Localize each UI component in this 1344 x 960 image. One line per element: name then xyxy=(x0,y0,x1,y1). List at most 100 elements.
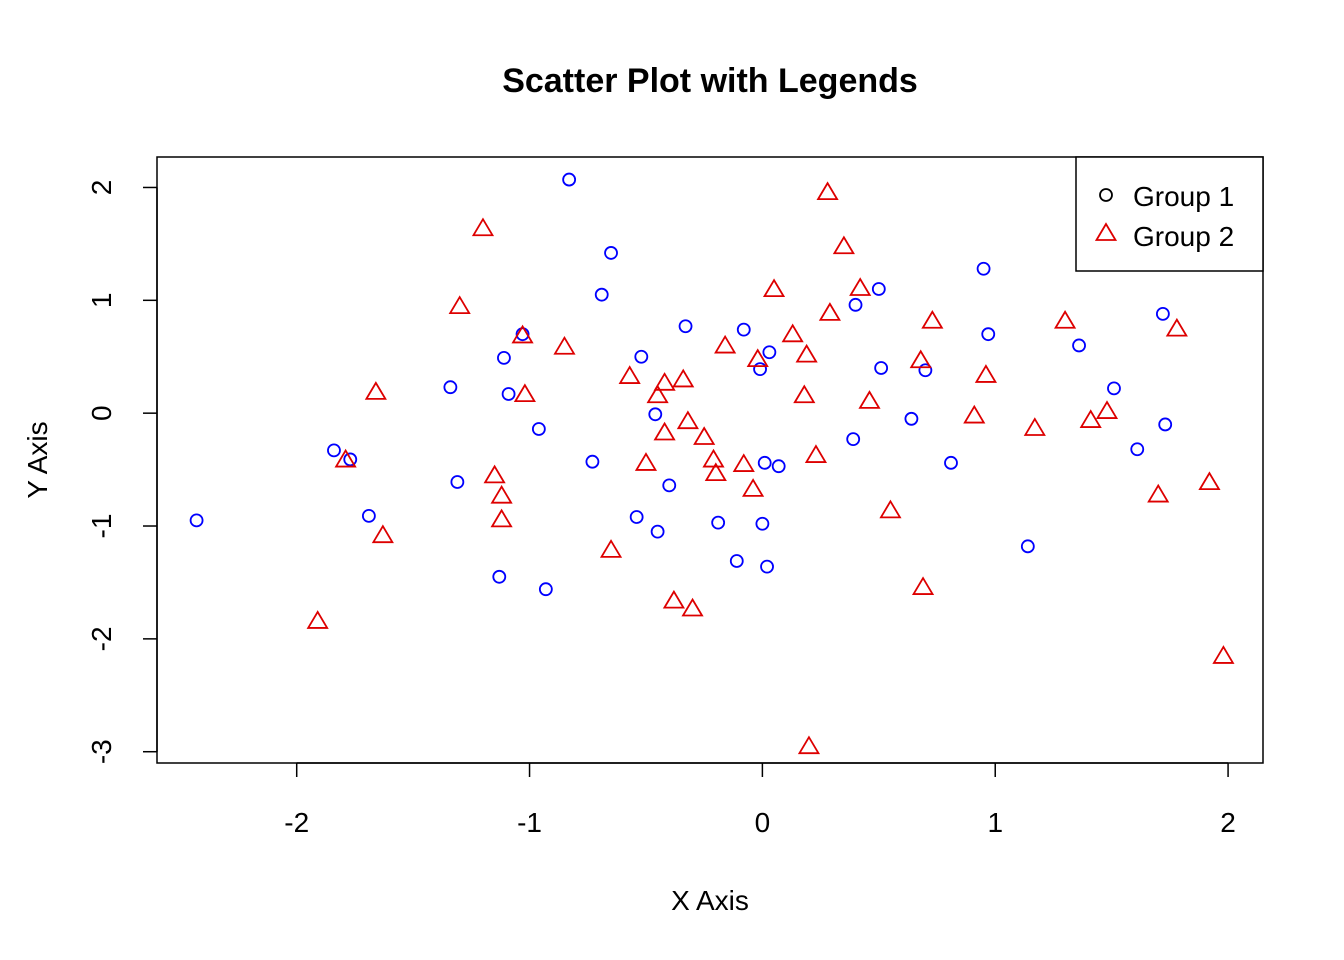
data-point-group-1 xyxy=(729,554,744,568)
data-point-group-2 xyxy=(858,390,881,409)
data-point-group-2 xyxy=(974,364,997,383)
data-point-group-1 xyxy=(189,513,204,528)
data-point-group-1 xyxy=(771,459,786,474)
data-point-group-2 xyxy=(732,453,755,472)
data-point-group-1 xyxy=(981,327,996,342)
data-point-group-2 xyxy=(714,334,737,354)
data-point-group-1 xyxy=(918,363,933,378)
data-point-group-1 xyxy=(1155,306,1170,321)
data-point-group-2 xyxy=(1095,400,1119,419)
data-point-group-2 xyxy=(797,735,821,755)
data-point-group-2 xyxy=(448,295,471,314)
data-point-group-2 xyxy=(693,426,716,445)
data-point-group-2 xyxy=(511,324,534,344)
data-point-group-1 xyxy=(343,452,358,467)
x-tick-label: 1 xyxy=(987,807,1003,838)
chart-title: Scatter Plot with Legends xyxy=(502,62,918,100)
data-point-group-2 xyxy=(909,349,932,369)
y-axis: -3 -2 -1 0 1 2 xyxy=(86,180,158,764)
data-point-group-2 xyxy=(513,383,536,403)
data-point-group-2 xyxy=(741,478,765,497)
y-tick-label: 0 xyxy=(86,405,117,421)
data-point-group-2 xyxy=(662,589,685,609)
data-point-group-2 xyxy=(879,499,902,519)
data-point-group-1 xyxy=(497,350,511,365)
data-point-group-1 xyxy=(1072,338,1086,353)
data-point-group-2 xyxy=(599,539,623,558)
data-point-group-2 xyxy=(483,464,506,484)
data-point-group-2 xyxy=(762,278,786,298)
data-point-group-2 xyxy=(618,365,641,384)
data-point-group-1 xyxy=(1130,442,1145,457)
data-point-group-2 xyxy=(702,448,725,468)
data-point-group-1 xyxy=(753,362,767,377)
legend-marker-group-2 xyxy=(1094,222,1118,241)
x-tick-label: 0 xyxy=(755,807,771,838)
data-point-group-1 xyxy=(492,569,507,584)
data-point-group-2 xyxy=(795,343,818,363)
y-axis-label: Y Axis xyxy=(22,421,53,498)
data-point-group-2 xyxy=(634,452,658,471)
data-point-group-1 xyxy=(711,515,726,530)
data-point-group-1 xyxy=(562,172,577,187)
data-point-group-1 xyxy=(871,282,886,296)
data-point-group-2 xyxy=(704,462,727,482)
data-point-group-1 xyxy=(650,524,665,539)
data-point-group-2 xyxy=(306,610,329,629)
data-point-group-2 xyxy=(653,372,676,391)
data-point-group-2 xyxy=(1023,417,1046,436)
data-point-group-1 xyxy=(361,508,376,523)
x-tick-label: 2 xyxy=(1220,807,1236,838)
data-point-group-2 xyxy=(1212,645,1235,664)
data-point-group-1 xyxy=(450,475,465,489)
data-point-group-2 xyxy=(653,421,676,441)
y-tick-label: -3 xyxy=(86,739,117,764)
data-point-group-1 xyxy=(755,516,770,531)
data-point-group-2 xyxy=(816,181,839,201)
legend-marker-group-1 xyxy=(1099,188,1113,202)
legend: Group 1 Group 2 xyxy=(1075,156,1264,272)
x-axis-label: X Axis xyxy=(671,885,749,916)
data-point-group-1 xyxy=(760,559,774,574)
data-point-group-1 xyxy=(1107,381,1121,396)
data-point-group-1 xyxy=(327,443,341,458)
data-point-group-2 xyxy=(334,448,357,468)
data-point-group-1 xyxy=(1020,539,1035,554)
y-tick-label: -1 xyxy=(86,514,117,539)
data-point-group-2 xyxy=(1054,309,1077,329)
data-point-group-1 xyxy=(443,380,458,395)
data-point-group-1 xyxy=(736,322,751,337)
data-point-group-2 xyxy=(911,576,935,595)
data-point-group-2 xyxy=(1079,409,1102,428)
data-point-group-2 xyxy=(364,381,387,400)
data-point-group-1 xyxy=(848,297,863,312)
data-point-group-2 xyxy=(681,597,704,617)
x-axis: -2 -1 0 1 2 xyxy=(284,762,1236,838)
data-point-group-1 xyxy=(604,246,618,260)
data-point-group-1 xyxy=(501,387,516,401)
y-tick-label: -2 xyxy=(86,626,117,651)
data-point-group-1 xyxy=(538,582,553,597)
data-point-group-2 xyxy=(832,235,855,255)
data-point-group-1 xyxy=(944,455,958,470)
data-point-group-2 xyxy=(1147,483,1170,503)
data-point-group-1 xyxy=(629,510,644,524)
data-point-group-2 xyxy=(849,277,872,296)
data-point-group-1 xyxy=(662,478,677,493)
data-point-group-1 xyxy=(904,411,919,426)
data-point-group-1 xyxy=(678,319,693,334)
y-tick-label: 2 xyxy=(86,180,117,196)
x-tick-label: -1 xyxy=(517,807,542,838)
data-point-group-1 xyxy=(594,287,609,302)
data-point-group-1 xyxy=(531,422,546,436)
data-point-group-1 xyxy=(874,361,889,375)
data-point-group-2 xyxy=(553,335,576,355)
data-point-group-2 xyxy=(646,384,669,404)
data-point-group-2 xyxy=(1198,471,1221,491)
data-point-group-2 xyxy=(471,217,495,237)
data-point-group-2 xyxy=(963,404,986,424)
legend-label-group-1: Group 1 xyxy=(1133,181,1234,212)
data-point-group-1 xyxy=(585,454,600,469)
data-point-group-1 xyxy=(648,407,663,422)
